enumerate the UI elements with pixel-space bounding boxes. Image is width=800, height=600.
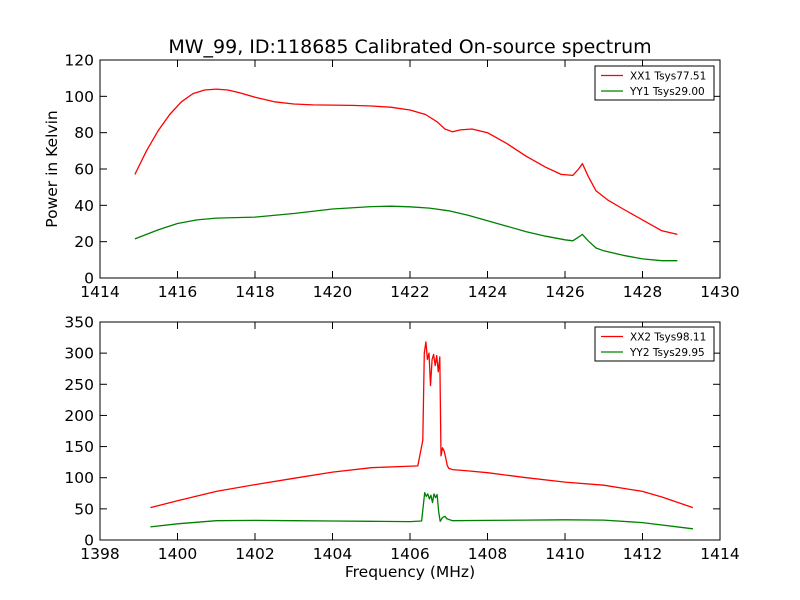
top-series-line-yy	[134, 205, 678, 262]
bottom-series-line-xx	[150, 341, 694, 509]
top-x-tick-label: 1426	[545, 283, 584, 301]
top-series-line-xx	[134, 88, 678, 236]
bottom-x-tick-label: 1404	[313, 545, 352, 563]
bottom-x-tick-label: 1410	[545, 545, 584, 563]
bottom-legend-box	[594, 326, 715, 362]
bottom-series-line-yy	[150, 492, 693, 530]
figure-title: MW_99, ID:118685 Calibrated On-source sp…	[168, 36, 651, 58]
top-x-tick-label: 1414	[80, 283, 119, 301]
bottom-y-tick-label: 200	[64, 407, 94, 425]
bottom-x-axis-label: Frequency (MHz)	[345, 563, 475, 581]
bottom-x-tick-label: 1414	[700, 545, 739, 563]
bottom-x-tick-label: 1398	[80, 545, 119, 563]
top-y-tick-label: 80	[74, 124, 94, 142]
top-x-tick-label: 1430	[700, 283, 739, 301]
top-legend-label-xx: XX1 Tsys77.51	[630, 70, 706, 82]
top-y-axis-label: Power in Kelvin	[43, 110, 61, 227]
bottom-x-tick-label: 1402	[235, 545, 274, 563]
bottom-legend-label-xx: XX2 Tsys98.11	[630, 331, 706, 343]
bottom-y-tick-label: 100	[64, 469, 94, 487]
bottom-x-tick-label: 1408	[468, 545, 507, 563]
top-x-tick-label: 1420	[313, 283, 352, 301]
top-legend-label-yy: YY1 Tsys29.00	[629, 86, 705, 98]
bottom-x-tick-label: 1406	[390, 545, 429, 563]
bottom-y-tick-label: 250	[64, 376, 94, 394]
top-y-tick-label: 100	[64, 88, 94, 106]
top-y-tick-label: 40	[74, 197, 94, 215]
top-x-tick-label: 1424	[468, 283, 507, 301]
top-legend-box	[594, 65, 715, 101]
top-y-tick-label: 20	[74, 233, 94, 251]
top-plot-panel: 1414 1416 1418 1420 1422 1424 1426 1428 1430 0 20 4…	[43, 52, 740, 302]
bottom-y-tick-label: 50	[74, 500, 94, 518]
top-y-tick-label: 120	[64, 52, 94, 70]
bottom-y-tick-label: 150	[64, 438, 94, 456]
top-x-tick-label: 1416	[158, 283, 197, 301]
bottom-y-tick-label: 350	[64, 314, 94, 332]
top-x-tick-label: 1422	[390, 283, 429, 301]
bottom-x-tick-label: 1412	[623, 545, 662, 563]
top-y-tick-label: 60	[74, 161, 94, 179]
bottom-legend-label-yy: YY2 Tsys29.95	[629, 347, 705, 359]
bottom-y-tick-label: 0	[84, 532, 94, 550]
bottom-plot-panel: 1398 1400 1402 1404 1406 1408 1410 1412 1414 0 50 1…	[64, 314, 739, 582]
top-legend: XX1 Tsys77.51 YY1 Tsys29.00	[594, 65, 715, 101]
top-x-tick-label: 1428	[623, 283, 662, 301]
bottom-legend: XX2 Tsys98.11 YY2 Tsys29.95	[594, 326, 715, 362]
top-y-tick-label: 0	[84, 270, 94, 288]
bottom-y-tick-label: 300	[64, 345, 94, 363]
bottom-x-tick-label: 1400	[158, 545, 197, 563]
top-x-tick-label: 1418	[235, 283, 274, 301]
